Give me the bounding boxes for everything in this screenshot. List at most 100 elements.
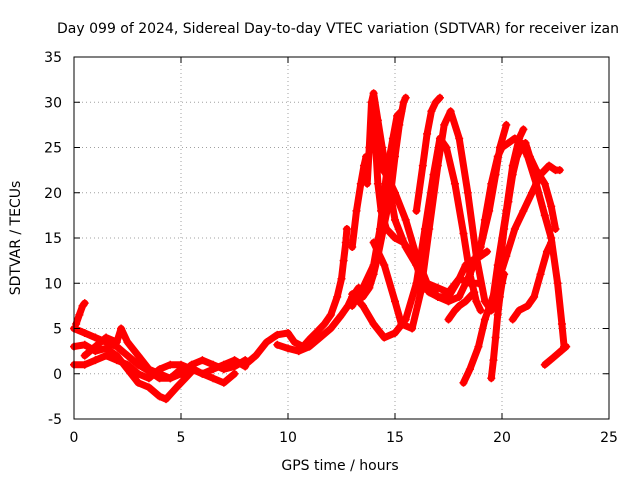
data-point [273, 340, 282, 349]
data-point [348, 243, 357, 252]
data-point [391, 297, 399, 306]
data-point [112, 338, 121, 347]
data-point [562, 342, 571, 351]
series-track [348, 134, 485, 342]
data-point [376, 161, 385, 170]
x-tick-label: 0 [70, 430, 79, 446]
data-point [450, 179, 459, 188]
data-point [102, 333, 111, 342]
data-point [358, 292, 367, 301]
x-tick-label: 5 [177, 430, 186, 446]
data-point [547, 238, 556, 247]
data-point [401, 93, 410, 102]
data-point [510, 134, 519, 143]
series-track [460, 162, 564, 387]
data-point [117, 324, 126, 333]
data-point [348, 301, 357, 310]
data-point [433, 292, 442, 301]
data-point [508, 315, 517, 324]
data-point [401, 215, 410, 224]
data-point [504, 197, 513, 206]
data-point [177, 365, 185, 374]
data-point [294, 347, 303, 356]
y-tick-label: 25 [44, 141, 62, 157]
data-point [316, 333, 325, 342]
data-point [487, 179, 496, 188]
data-point [134, 351, 143, 360]
data-point [342, 224, 351, 233]
data-point [209, 365, 218, 374]
x-axis-label: GPS time / hours [281, 458, 398, 474]
data-point [557, 319, 566, 328]
data-point [380, 333, 389, 342]
series-track [487, 139, 559, 314]
data-point [504, 138, 513, 147]
data-point [391, 152, 399, 161]
data-point [241, 360, 250, 369]
data-point [519, 206, 528, 215]
data-point [476, 306, 485, 315]
data-point [440, 120, 449, 129]
data-point [134, 378, 143, 387]
data-point [487, 306, 496, 315]
data-point [444, 315, 453, 324]
grid [74, 57, 609, 419]
data-point [532, 179, 541, 188]
series-track [241, 225, 351, 369]
data-point [476, 243, 485, 252]
y-axis-label: SDTVAR / TECUs [8, 181, 24, 296]
data-point [493, 310, 502, 319]
data-point [352, 206, 361, 215]
chart-title: Day 099 of 2024, Sidereal Day-to-day VTE… [57, 21, 619, 37]
data-point [377, 206, 386, 215]
data-point [487, 374, 496, 383]
data-point [172, 383, 181, 392]
data-point [326, 310, 335, 319]
series-track [72, 299, 89, 328]
data-point [326, 324, 335, 333]
series-arc-5 [80, 324, 185, 383]
data-point [474, 342, 483, 351]
series-arc-16 [412, 93, 444, 215]
data-point [80, 351, 89, 360]
data-point [91, 333, 100, 342]
data-point [498, 279, 506, 288]
data-point [320, 319, 329, 328]
data-point [455, 292, 464, 301]
data-point [549, 353, 558, 362]
data-point [545, 161, 554, 170]
series-arc-18 [459, 161, 564, 387]
data-point [512, 152, 521, 161]
data-point [80, 299, 89, 308]
data-point [134, 369, 143, 378]
data-point [459, 378, 468, 387]
data-point [480, 215, 489, 224]
data-point [134, 360, 143, 369]
data-point [427, 107, 436, 116]
data-point [542, 247, 551, 256]
data-point [455, 301, 464, 310]
data-series [70, 89, 571, 404]
data-point [123, 360, 132, 369]
data-point [463, 188, 472, 197]
data-point [557, 346, 566, 355]
x-tick-label: 20 [493, 430, 511, 446]
data-point [112, 356, 121, 365]
data-point [500, 270, 509, 279]
data-point [465, 365, 474, 374]
data-point [273, 330, 282, 339]
data-point [395, 120, 404, 129]
data-point [155, 392, 164, 401]
data-point [80, 329, 89, 338]
data-point [209, 374, 218, 383]
data-point [483, 247, 492, 256]
data-point [380, 261, 389, 270]
data-point [348, 290, 357, 299]
data-point [465, 270, 474, 279]
data-point [480, 315, 489, 324]
data-point [532, 166, 541, 175]
data-point [181, 374, 190, 383]
data-point [382, 224, 391, 233]
data-point [162, 395, 171, 404]
